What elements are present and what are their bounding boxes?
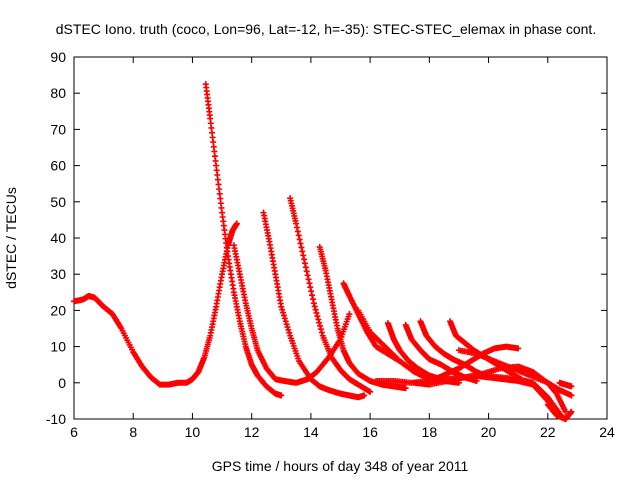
x-tick-label: 20 bbox=[481, 424, 497, 440]
series-3-marks bbox=[230, 242, 353, 386]
y-axis-title: dSTEC / TECUs bbox=[3, 187, 19, 289]
series-5 bbox=[287, 195, 374, 395]
x-tick-label: 8 bbox=[129, 424, 137, 440]
x-tick-label: 24 bbox=[599, 424, 615, 440]
chart-title: dSTEC Iono. truth (coco, Lon=96, Lat=-12… bbox=[56, 21, 596, 37]
y-tick-label: 50 bbox=[50, 194, 66, 210]
x-tick-label: 22 bbox=[540, 424, 556, 440]
x-axis-title: GPS time / hours of day 348 of year 2011 bbox=[212, 458, 469, 474]
series-18 bbox=[556, 379, 575, 390]
series-1-marks bbox=[71, 220, 240, 388]
y-tick-label: 70 bbox=[50, 121, 66, 137]
series-2-marks bbox=[202, 81, 285, 399]
x-tick-label: 14 bbox=[303, 424, 319, 440]
x-tick-label: 12 bbox=[244, 424, 260, 440]
y-tick-label: 0 bbox=[58, 375, 66, 391]
series-layer bbox=[71, 81, 575, 422]
series-4 bbox=[260, 209, 368, 401]
x-tick-label: 16 bbox=[362, 424, 378, 440]
series-3 bbox=[230, 242, 353, 386]
y-tick-label: -10 bbox=[46, 411, 66, 427]
series-5-marks bbox=[287, 195, 374, 395]
series-4-marks bbox=[260, 209, 368, 401]
y-tick-label: 40 bbox=[50, 230, 66, 246]
series-19-marks bbox=[544, 401, 575, 422]
x-tick-label: 18 bbox=[422, 424, 438, 440]
plot-frame bbox=[73, 56, 608, 420]
x-tick-label: 6 bbox=[70, 424, 78, 440]
series-17-marks bbox=[455, 347, 575, 399]
series-2 bbox=[202, 81, 285, 399]
series-1 bbox=[71, 220, 240, 388]
series-19 bbox=[544, 401, 575, 422]
y-tick-label: 20 bbox=[50, 302, 66, 318]
x-axis: 6 8 10 12 14 16 18 20 22 24 bbox=[70, 57, 615, 440]
y-tick-label: 10 bbox=[50, 339, 66, 355]
y-tick-label: 80 bbox=[50, 85, 66, 101]
y-tick-label: 30 bbox=[50, 266, 66, 282]
y-tick-label: 60 bbox=[50, 158, 66, 174]
x-tick-label: 10 bbox=[185, 424, 201, 440]
series-17 bbox=[455, 347, 575, 399]
y-tick-label: 90 bbox=[50, 49, 66, 65]
series-18-marks bbox=[556, 379, 575, 390]
y-axis: -10 0 10 20 30 40 50 60 70 80 90 bbox=[46, 49, 607, 427]
